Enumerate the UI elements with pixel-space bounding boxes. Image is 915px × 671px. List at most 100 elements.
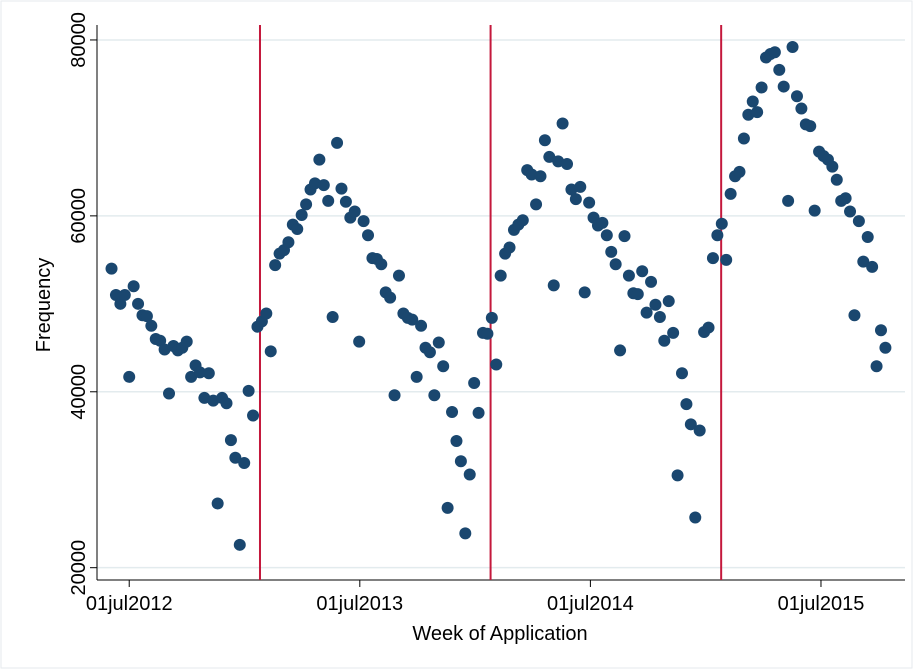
point xyxy=(852,215,865,228)
point xyxy=(795,102,808,115)
point xyxy=(437,360,450,373)
point xyxy=(667,326,680,339)
point xyxy=(804,120,817,133)
point xyxy=(406,313,419,326)
point xyxy=(614,344,627,357)
point xyxy=(375,258,388,271)
point xyxy=(684,418,697,431)
point xyxy=(844,205,857,218)
point xyxy=(357,215,370,228)
point xyxy=(556,117,569,130)
point xyxy=(335,182,348,195)
x-tick-label: 01jul2015 xyxy=(778,593,865,615)
y-tick-label: 40000 xyxy=(68,364,90,420)
point xyxy=(649,298,662,311)
point xyxy=(680,398,693,411)
point xyxy=(605,245,618,258)
point xyxy=(145,319,158,332)
point xyxy=(388,389,401,402)
point xyxy=(516,214,529,227)
point xyxy=(538,134,551,147)
point xyxy=(450,435,463,448)
point xyxy=(127,280,140,293)
x-tick-label: 01jul2014 xyxy=(547,593,634,615)
point xyxy=(163,387,176,400)
point xyxy=(269,259,282,272)
point xyxy=(578,286,591,299)
point xyxy=(264,345,277,358)
point xyxy=(561,157,574,170)
point xyxy=(353,335,366,348)
point xyxy=(733,165,746,178)
point xyxy=(737,132,750,145)
point xyxy=(645,275,658,288)
point xyxy=(503,241,516,254)
point xyxy=(282,236,295,249)
point xyxy=(720,253,733,266)
y-tick-label: 60000 xyxy=(68,188,90,244)
point xyxy=(326,311,339,324)
point xyxy=(706,252,719,265)
point xyxy=(468,376,481,389)
point xyxy=(689,511,702,524)
x-axis-label: Week of Application xyxy=(412,623,587,645)
point xyxy=(640,306,653,319)
point xyxy=(339,195,352,208)
point xyxy=(300,198,313,211)
point xyxy=(636,265,649,278)
point xyxy=(530,198,543,211)
point xyxy=(693,424,706,437)
point xyxy=(185,370,198,383)
point xyxy=(118,289,131,302)
point xyxy=(490,358,503,371)
point xyxy=(481,327,494,340)
point xyxy=(224,434,237,447)
point xyxy=(574,180,587,193)
point xyxy=(857,255,870,268)
point xyxy=(746,95,759,108)
point xyxy=(140,310,153,323)
point xyxy=(662,295,675,308)
point xyxy=(715,217,728,230)
point xyxy=(848,309,861,322)
point xyxy=(569,193,582,206)
point xyxy=(874,324,887,337)
point xyxy=(202,367,215,380)
point xyxy=(322,194,335,207)
point xyxy=(675,367,688,380)
point xyxy=(609,258,622,271)
point xyxy=(547,279,560,292)
point xyxy=(543,150,556,163)
point xyxy=(658,334,671,347)
point xyxy=(432,336,445,349)
point xyxy=(596,216,609,229)
point xyxy=(446,406,459,419)
point xyxy=(459,527,472,540)
point xyxy=(583,196,596,209)
point xyxy=(242,384,255,397)
point xyxy=(331,136,344,149)
point xyxy=(229,451,242,464)
point xyxy=(132,297,145,310)
point xyxy=(839,192,852,205)
point xyxy=(534,170,547,183)
point xyxy=(671,469,684,482)
point xyxy=(392,269,405,282)
point xyxy=(362,229,375,242)
point xyxy=(870,360,883,373)
point xyxy=(454,455,467,468)
point xyxy=(702,321,715,334)
point xyxy=(879,341,892,354)
point xyxy=(826,160,839,173)
point xyxy=(472,406,485,419)
point xyxy=(861,230,874,243)
point xyxy=(384,291,397,304)
point xyxy=(724,187,737,200)
point xyxy=(105,262,118,275)
point xyxy=(653,311,666,324)
point xyxy=(777,80,790,93)
point xyxy=(180,335,193,348)
point xyxy=(260,307,273,320)
point xyxy=(313,153,326,166)
point xyxy=(711,229,724,242)
